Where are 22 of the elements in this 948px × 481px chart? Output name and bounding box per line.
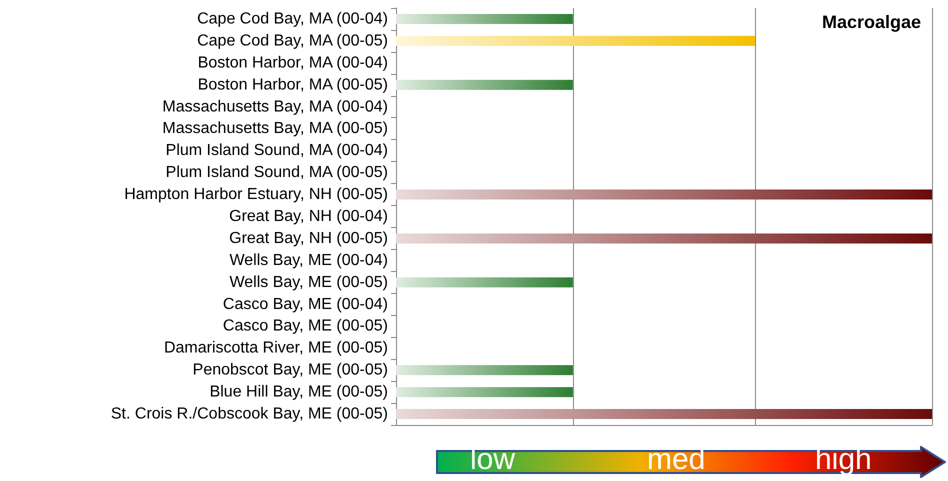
y-tick-label: Wells Bay, ME (00-04) (229, 252, 388, 269)
y-tick-label: Casco Bay, ME (00-05) (222, 318, 388, 335)
chart-title: Macroalgae (822, 12, 922, 32)
y-tick-label: Great Bay, NH (00-04) (229, 208, 388, 225)
text: med (647, 443, 706, 477)
y-tick-label: Penobscot Bay, ME (00-05) (192, 362, 388, 379)
y-tick-label: Boston Harbor, MA (00-05) (198, 76, 388, 94)
y-tick-label: Cape Cod Bay, MA (00-05) (197, 32, 388, 50)
y-tick-label: Massachusetts Bay, MA (00-05) (162, 120, 388, 138)
y-tick-label: Plum Island Sound, MA (00-05) (166, 164, 388, 182)
y-tick-label: Plum Island Sound, MA (00-04) (166, 142, 388, 160)
text: low (470, 443, 516, 477)
y-tick-label: Hampton Harbor Estuary, NH (00-05) (124, 186, 388, 204)
y-tick-label: St. Crois R./Cobscook Bay, ME (00-05) (110, 406, 388, 423)
y-tick-label: Great Bay, NH (00-05) (229, 230, 388, 247)
y-tick-label: Wells Bay, ME (00-05) (229, 274, 388, 291)
y-tick-label: Blue Hill Bay, ME (00-05) (210, 384, 388, 401)
y-tick-label: Casco Bay, ME (00-04) (222, 296, 388, 313)
y-tick-label: Boston Harbor, MA (00-04) (198, 54, 388, 72)
y-tick-label: Cape Cod Bay, MA (00-04) (197, 10, 388, 28)
y-tick-label: Massachusetts Bay, MA (00-04) (162, 98, 388, 116)
y-tick-label: Damariscotta River, ME (00-05) (164, 340, 388, 357)
